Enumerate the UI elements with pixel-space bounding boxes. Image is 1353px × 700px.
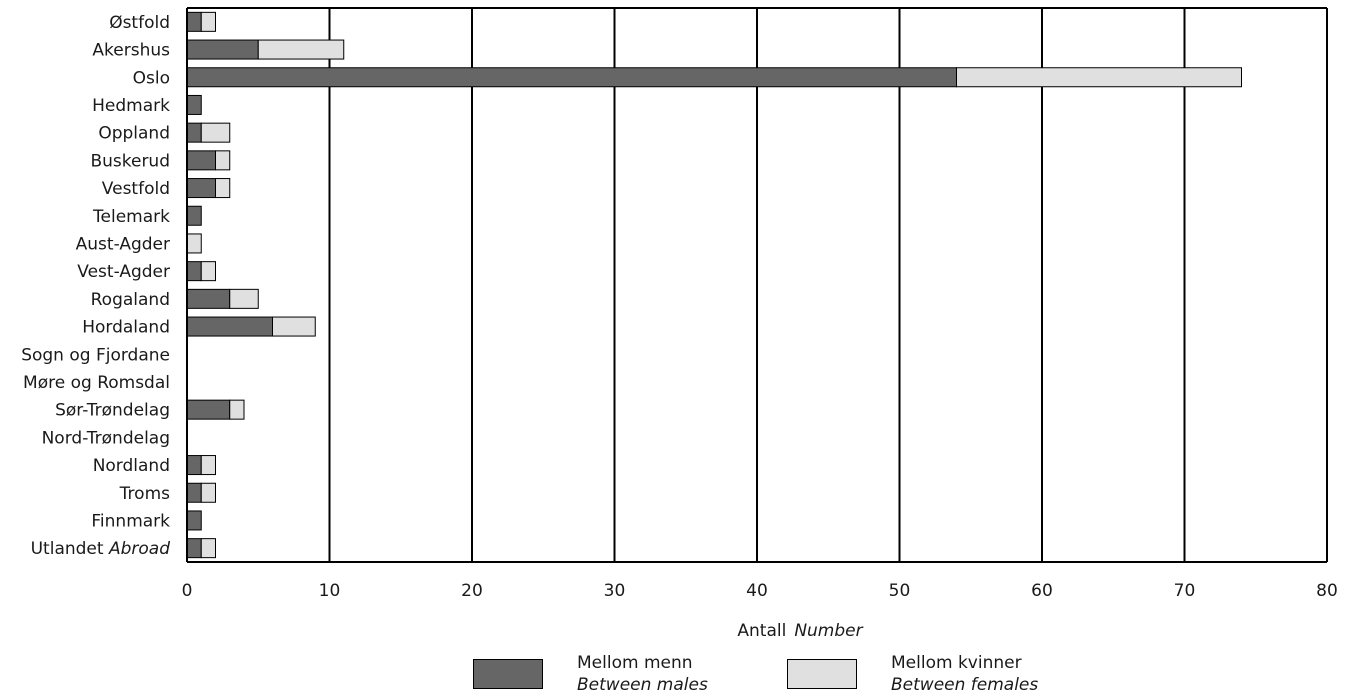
category-label-14: Sør-Trøndelag — [55, 401, 170, 421]
bar-males-14 — [186, 399, 231, 420]
bar-males-18 — [186, 510, 202, 531]
legend-swatch-females — [787, 659, 857, 689]
x-tick-label-20: 20 — [461, 581, 483, 601]
bar-females-17 — [200, 482, 216, 503]
category-label-abroad: Abroad — [104, 539, 171, 559]
category-label-15: Nord-Trøndelag — [42, 428, 170, 448]
x-axis-label-no: Antall — [737, 621, 787, 641]
category-label-2: Oslo — [133, 68, 170, 88]
category-label-16: Nordland — [93, 456, 170, 476]
bar-females-14 — [229, 399, 245, 420]
bar-males-6 — [186, 178, 216, 199]
bar-females-1 — [257, 39, 345, 60]
bar-females-19 — [200, 538, 216, 559]
legend-label-males: Mellom menn — [577, 653, 693, 673]
bar-females-16 — [200, 455, 216, 476]
bar-males-1 — [186, 39, 259, 60]
x-tick-label-70: 70 — [1174, 581, 1196, 601]
bar-males-17 — [186, 482, 202, 503]
bar-males-4 — [186, 122, 202, 143]
bar-females-2 — [956, 67, 1242, 88]
category-label-7: Telemark — [92, 207, 170, 227]
bar-males-19 — [186, 538, 202, 559]
legend-text-males: Mellom menn Between males — [577, 652, 708, 696]
x-axis-label: Antall Number — [600, 621, 1000, 641]
x-tick-label-10: 10 — [319, 581, 341, 601]
bar-females-11 — [272, 316, 316, 337]
category-label-8: Aust-Agder — [76, 234, 170, 254]
category-label-0: Østfold — [109, 13, 170, 33]
bar-females-6 — [215, 178, 231, 199]
x-axis-label-en: Number — [794, 621, 863, 641]
legend-swatch-males — [473, 659, 543, 689]
category-label-18: Finnmark — [91, 511, 170, 531]
legend-text-females: Mellom kvinner Between females — [891, 652, 1038, 696]
bar-males-3 — [186, 94, 202, 115]
legend-label-males-en: Between males — [577, 675, 708, 695]
bar-females-5 — [215, 150, 231, 171]
bar-males-5 — [186, 150, 216, 171]
category-label-12: Sogn og Fjordane — [21, 345, 170, 365]
category-label-11: Hordaland — [82, 318, 170, 338]
legend-label-females-en: Between females — [891, 675, 1039, 695]
bar-females-4 — [200, 122, 231, 143]
category-label-4: Oppland — [98, 124, 170, 144]
x-tick-label-80: 80 — [1316, 581, 1338, 601]
category-label-6: Vestfold — [102, 179, 170, 199]
x-tick-label-0: 0 — [182, 581, 193, 601]
bar-males-0 — [186, 11, 202, 32]
bar-males-9 — [186, 261, 202, 282]
bar-males-16 — [186, 455, 202, 476]
x-tick-label-50: 50 — [889, 581, 911, 601]
bar-males-2 — [186, 67, 957, 88]
category-label-5: Buskerud — [90, 151, 170, 171]
bar-females-10 — [229, 288, 259, 309]
category-label-1: Akershus — [92, 41, 170, 61]
bar-females-8 — [186, 233, 202, 254]
category-label-10: Rogaland — [91, 290, 170, 310]
x-tick-label-40: 40 — [746, 581, 768, 601]
category-label-17: Troms — [119, 484, 170, 504]
x-tick-label-60: 60 — [1031, 581, 1053, 601]
bar-males-11 — [186, 316, 273, 337]
category-label-3: Hedmark — [92, 96, 170, 116]
category-label-19: Utlandet Abroad — [31, 539, 171, 559]
category-label-9: Vest-Agder — [77, 262, 170, 282]
legend-label-females: Mellom kvinner — [891, 653, 1022, 673]
stacked-bar-chart: Østfold Akershus Oslo Hedmark Oppland Buskeru… — [21, 7, 1338, 601]
bar-females-9 — [200, 261, 216, 282]
bar-males-10 — [186, 288, 231, 309]
x-tick-label-30: 30 — [604, 581, 626, 601]
bar-males-7 — [186, 205, 202, 226]
bar-females-0 — [200, 11, 216, 32]
category-label-13: Møre og Romsdal — [23, 373, 170, 393]
